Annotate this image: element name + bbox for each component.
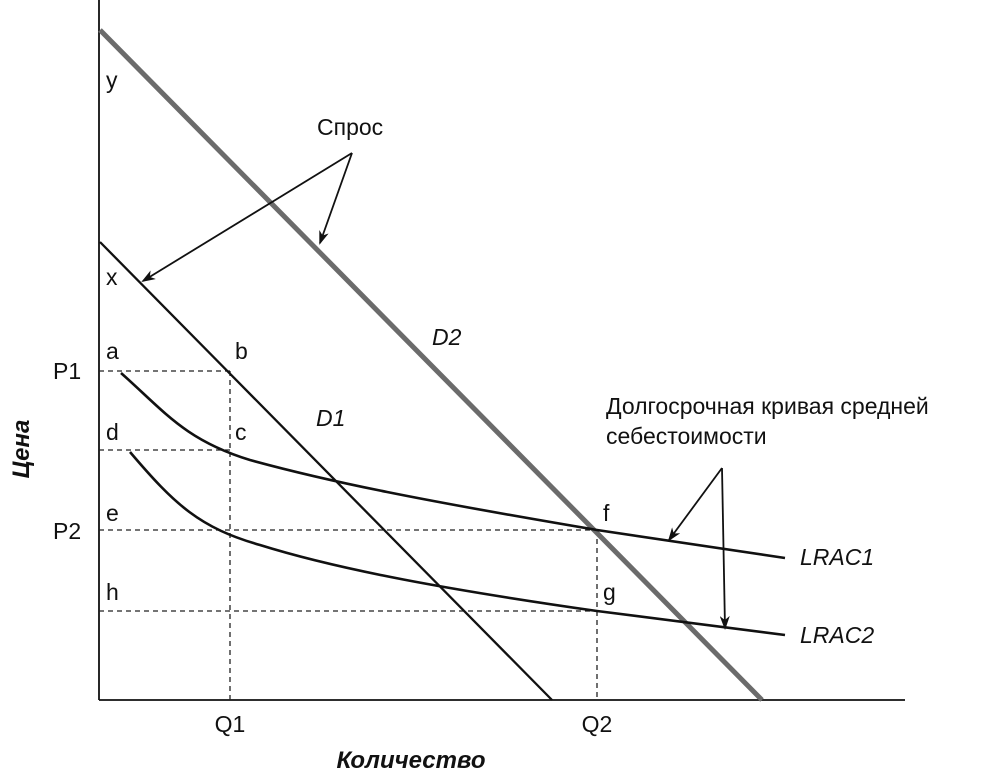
point-label-g: g <box>603 579 616 605</box>
point-label-x: x <box>106 264 118 290</box>
series-label-lrac2: LRAC2 <box>800 622 874 648</box>
point-label-c: c <box>235 419 247 445</box>
point-label-e: e <box>106 500 119 526</box>
x-tick-q1: Q1 <box>215 711 246 737</box>
series-label-lrac1: LRAC1 <box>800 544 874 570</box>
lrac-arrow-2 <box>719 467 730 630</box>
d2-demand-line <box>98 28 764 702</box>
lrac1-curve <box>120 372 786 560</box>
y-tick-p1: P1 <box>53 358 81 384</box>
series-label-d2: D2 <box>432 324 462 350</box>
y-tick-p2: P2 <box>53 518 81 544</box>
x-axis-title: Количество <box>337 747 486 774</box>
x-tick-q2: Q2 <box>582 711 613 737</box>
point-label-a: a <box>106 338 119 364</box>
lrac-annotation-line2: себестоимости <box>606 423 767 449</box>
point-label-y: y <box>106 67 118 93</box>
lrac-arrow-1 <box>667 467 723 542</box>
d1-demand-line <box>99 241 553 701</box>
point-label-b: b <box>235 338 248 364</box>
lrac2-curve <box>129 451 786 637</box>
series-label-d1: D1 <box>316 405 345 431</box>
y-axis-title: Цена <box>8 420 35 479</box>
lrac-annotation-line1: Долгосрочная кривая средней <box>606 393 929 419</box>
demand-arrow-d2 <box>319 152 353 245</box>
point-label-h: h <box>106 579 119 605</box>
demand-annotation: Спрос <box>317 114 383 140</box>
point-label-f: f <box>603 500 610 526</box>
point-label-d: d <box>106 419 119 445</box>
demand-arrow-d1 <box>141 152 353 283</box>
